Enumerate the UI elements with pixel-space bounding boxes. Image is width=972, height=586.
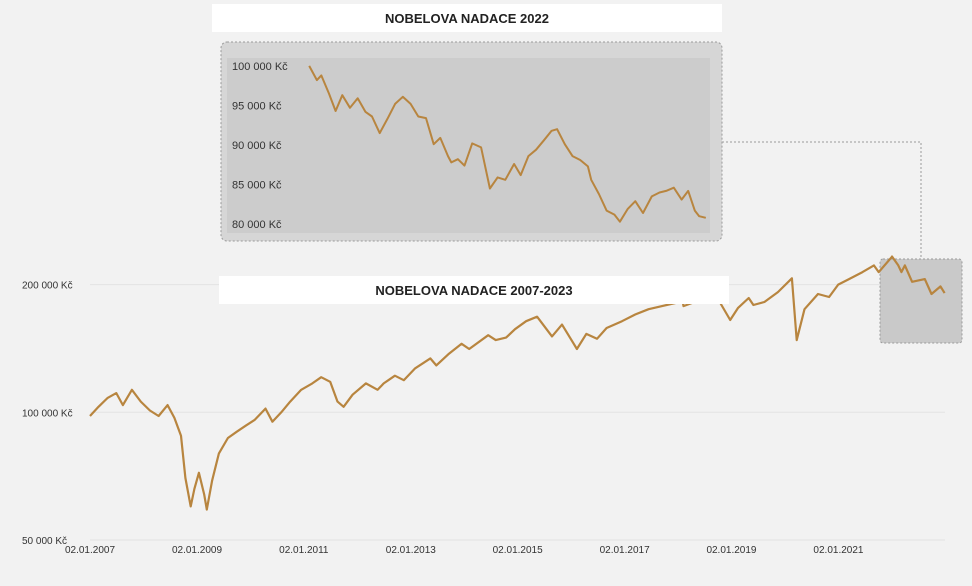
main-y-tick-label: 100 000 Kč: [22, 408, 73, 419]
main-y-tick-label: 50 000 Kč: [22, 536, 67, 547]
inset-plot-area: [227, 58, 710, 233]
main-x-tick-label: 02.01.2019: [706, 545, 756, 556]
main-y-axis: 200 000 Kč 100 000 Kč 50 000 Kč: [22, 281, 73, 547]
inset-y-tick-label: 80 000 Kč: [232, 219, 282, 231]
inset-y-tick-label: 90 000 Kč: [232, 140, 282, 152]
main-x-tick-label: 02.01.2015: [493, 545, 543, 556]
main-x-tick-label: 02.01.2009: [172, 545, 222, 556]
main-x-axis: 02.01.2007 02.01.2009 02.01.2011 02.01.2013…: [65, 545, 864, 556]
inset-chart-title: NOBELOVA NADACE 2022: [212, 4, 722, 32]
main-chart-title: NOBELOVA NADACE 2007-2023: [219, 276, 729, 304]
main-y-tick-label: 200 000 Kč: [22, 281, 73, 292]
zoom-highlight-box: [879, 258, 963, 344]
inset-y-axis: 100 000 Kč 95 000 Kč 90 000 Kč 85 000 Kč 80 …: [232, 61, 288, 231]
zoom-connector-line: [722, 141, 922, 259]
inset-y-tick-label: 85 000 Kč: [232, 180, 282, 192]
main-x-tick-label: 02.01.2011: [279, 545, 329, 556]
main-x-tick-label: 02.01.2021: [813, 545, 863, 556]
main-x-tick-label: 02.01.2013: [386, 545, 436, 556]
main-x-tick-label: 02.01.2007: [65, 545, 115, 556]
main-series-line: [89, 255, 946, 511]
inset-y-tick-label: 100 000 Kč: [232, 61, 288, 73]
inset-series-line: [308, 65, 707, 223]
inset-y-tick-label: 95 000 Kč: [232, 100, 282, 112]
main-x-tick-label: 02.01.2017: [600, 545, 650, 556]
main-grid: [90, 284, 945, 541]
